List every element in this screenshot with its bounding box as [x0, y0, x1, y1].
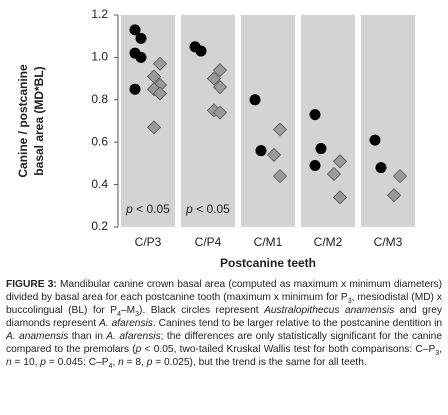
caption-run: Mandibular canine crown basal area (comp… — [6, 279, 442, 303]
caption-run: FIGURE 3: — [6, 279, 57, 290]
caption-run: ). Black circles represent — [139, 305, 265, 316]
caption-run: A. afarensis — [106, 331, 161, 342]
diamond-point — [266, 147, 282, 162]
caption-run: p — [146, 357, 153, 368]
circle-point — [129, 24, 141, 36]
caption-run: A. anamensis — [6, 331, 69, 342]
caption-run: than in — [68, 331, 107, 342]
diamond-point — [326, 166, 342, 182]
caption-run: Australopithecus anamensis — [264, 305, 395, 316]
annotation-text: < 0.05 — [193, 202, 230, 216]
diamond-point — [206, 71, 222, 86]
diamond-point — [332, 190, 348, 205]
diamond-point — [386, 188, 402, 203]
circle-point — [249, 94, 261, 106]
category-band — [361, 15, 415, 227]
caption-run: n — [118, 357, 124, 368]
y-tick-label: 0.4 — [91, 177, 108, 191]
diamond-point — [272, 169, 288, 184]
caption-run: < 0.05, two-tailed Kruskal Wallis test f… — [141, 344, 436, 355]
x-tick-label: C/M3 — [374, 235, 403, 249]
annotation-italic: p — [125, 202, 133, 216]
circle-point — [195, 45, 207, 57]
annotation-text: < 0.05 — [133, 202, 170, 216]
caption-run: 3 — [435, 350, 440, 358]
y-tick-label: 0.6 — [91, 134, 108, 148]
caption-run: = 8, — [123, 357, 147, 368]
caption-run: , — [439, 344, 442, 355]
category-band — [241, 15, 295, 227]
chart: 0.2 0.4 0.6 0.8 1.0 1.2 Canine / postcanine bas… — [16, 7, 415, 270]
circle-point — [369, 134, 381, 146]
y-tick-label: 0.8 — [91, 92, 108, 106]
caption: FIGURE 3: Mandibular canine crown basal … — [6, 278, 443, 371]
circle-point — [375, 162, 387, 174]
caption-run: 4 — [117, 311, 121, 319]
diamond-point — [272, 122, 288, 137]
diamond-point — [212, 63, 228, 78]
circle-point — [309, 109, 321, 121]
x-tick-label: C/P3 — [135, 235, 162, 249]
diamond-point — [212, 105, 228, 120]
category-band — [301, 15, 355, 227]
caption-run: 4 — [108, 363, 113, 371]
caption-run: , mesiodistal (MD) x buccolingual (BL) f… — [6, 292, 442, 316]
y-axis-label: Canine / postcanine — [16, 64, 30, 178]
circle-point — [255, 145, 267, 157]
category-band — [181, 15, 235, 227]
x-tick-label: C/M2 — [314, 235, 343, 249]
annotation: p < 0.05 — [125, 202, 170, 216]
caption-run: –M — [120, 305, 136, 316]
y-axis-label: basal area (MD*BL) — [32, 66, 46, 175]
circle-point — [135, 51, 147, 63]
caption-run: n — [6, 357, 12, 368]
y-tick-label: 0.2 — [91, 219, 108, 233]
diamond-point — [212, 80, 228, 95]
diamond-point — [146, 120, 162, 135]
diamond-point — [392, 169, 408, 184]
annotation: p < 0.05 — [185, 202, 230, 216]
caption-run: = 0.045: C–P — [45, 357, 109, 368]
caption-run: and grey diamonds represent — [6, 305, 443, 329]
diamond-point — [152, 86, 168, 101]
caption-run: p — [135, 344, 142, 355]
circle-point — [129, 83, 141, 95]
x-tick-label: C/P4 — [195, 235, 222, 249]
caption-run: . Canines tend to be larger relative to … — [152, 318, 443, 329]
y-tick-label: 1.0 — [91, 50, 108, 64]
caption-run: ; the differences are only statistically… — [6, 331, 443, 355]
x-axis-label: Postcanine teeth — [220, 256, 316, 270]
caption-run: , — [112, 357, 119, 368]
circle-point — [309, 160, 321, 172]
caption-run: = 10, — [11, 357, 41, 368]
circle-point — [135, 32, 147, 44]
category-band — [121, 15, 175, 227]
caption-run: = 0.025), but the trend is the same for … — [152, 357, 367, 368]
annotation-italic: p — [185, 202, 193, 216]
caption-run: 3 — [347, 298, 352, 306]
caption-run: 3 — [135, 311, 140, 319]
diamond-point — [332, 154, 348, 169]
caption-run: A. afarensis — [99, 318, 153, 329]
circle-point — [315, 143, 327, 155]
y-tick-label: 1.2 — [91, 7, 108, 21]
diamond-point — [152, 56, 168, 71]
x-tick-label: C/M1 — [254, 235, 283, 249]
caption-run: p — [40, 357, 46, 368]
